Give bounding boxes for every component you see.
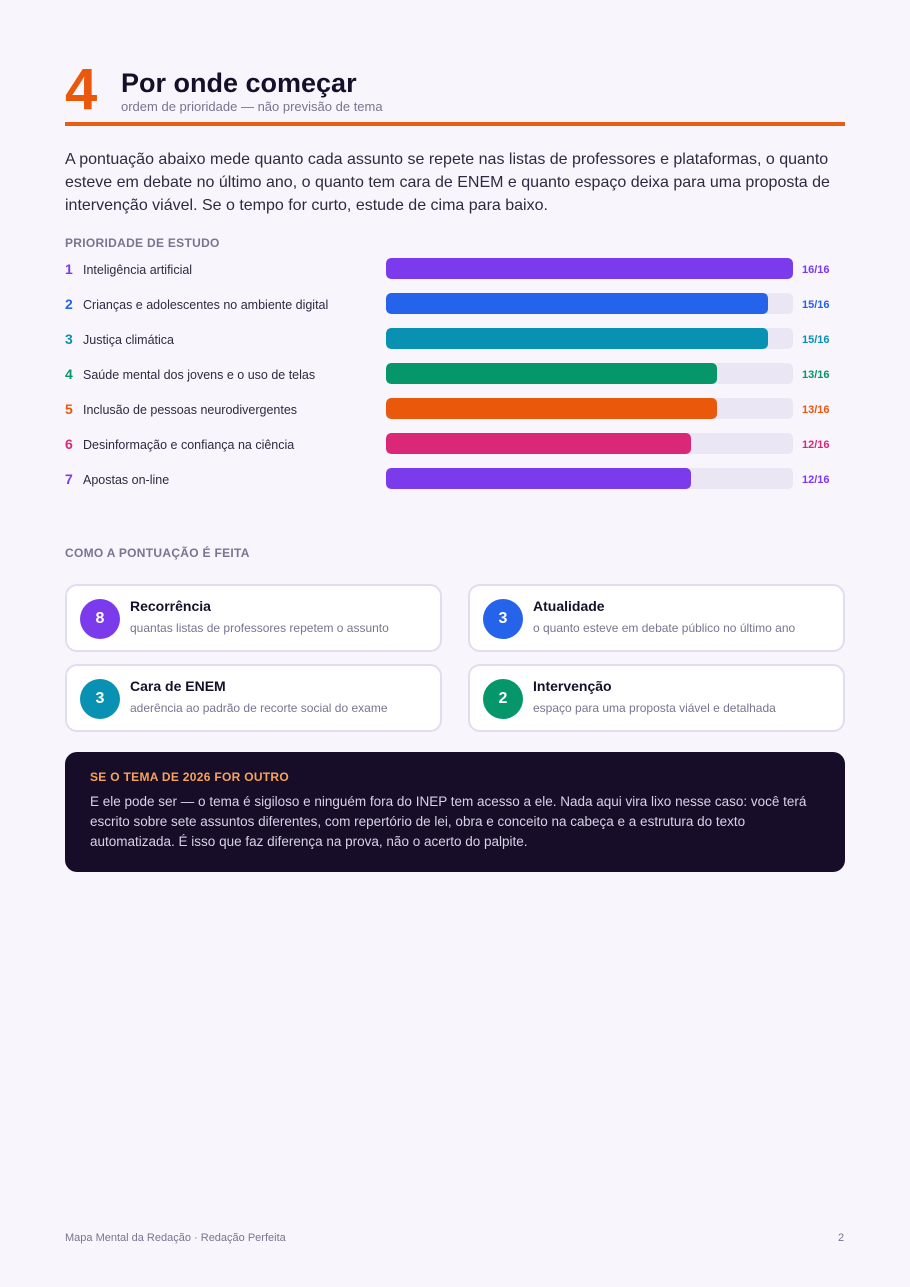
- priority-rank: 6: [65, 436, 73, 452]
- card-title: Recorrência: [130, 598, 211, 614]
- priority-rank: 5: [65, 401, 73, 417]
- priority-bar-fill: [386, 328, 768, 349]
- priority-rank: 3: [65, 331, 73, 347]
- page-title: Por onde começar: [121, 68, 357, 98]
- priority-bar-fill: [386, 363, 717, 384]
- priority-row: 4 Saúde mental dos jovens e o uso de tela…: [65, 361, 845, 396]
- card-value-badge: 3: [80, 679, 120, 719]
- priority-bar-track: [386, 293, 793, 314]
- priority-rank: 1: [65, 261, 73, 277]
- priority-topic: Crianças e adolescentes no ambiente digi…: [83, 298, 329, 312]
- scoring-card: 2 Intervenção espaço para uma proposta viá…: [468, 664, 845, 732]
- priority-bar-track: [386, 398, 793, 419]
- card-value-badge: 3: [483, 599, 523, 639]
- scoring-card: 3 Cara de ENEM aderência ao padrão de reco…: [65, 664, 442, 732]
- card-description: aderência ao padrão de recorte social do…: [130, 701, 388, 715]
- priority-score: 15/16: [802, 299, 830, 311]
- priority-topic: Inteligência artificial: [83, 263, 193, 277]
- priority-topic: Apostas on-line: [83, 473, 170, 487]
- priority-bar-track: [386, 328, 793, 349]
- priority-bar-track: [386, 258, 793, 279]
- priority-rank: 2: [65, 296, 73, 312]
- priority-bar-fill: [386, 468, 692, 489]
- priority-bar-fill: [386, 293, 768, 314]
- priority-row: 5 Inclusão de pessoas neurodivergentes 13/…: [65, 396, 845, 431]
- priority-bar-fill: [386, 433, 692, 454]
- priority-topic: Desinformação e confiança na ciência: [83, 438, 295, 452]
- card-description: quantas listas de professores repetem o …: [130, 621, 389, 635]
- section-header: 4 Por onde começar ordem de prioridade —…: [65, 57, 845, 126]
- priority-row: 3 Justiça climática 15/16: [65, 326, 845, 361]
- card-value-badge: 8: [80, 599, 120, 639]
- scoring-card: 3 Atualidade o quanto esteve em debate púb…: [468, 584, 845, 652]
- note-box: SE O TEMA DE 2026 FOR OUTRO E ele pode s…: [65, 752, 845, 872]
- footer-title: Mapa Mental da Redação · Redação Perfeit…: [65, 1232, 286, 1244]
- priority-rank: 7: [65, 471, 73, 487]
- priority-score: 15/16: [802, 334, 830, 346]
- section-number: 4: [65, 57, 98, 122]
- page-subtitle: ordem de prioridade — não previsão de te…: [121, 99, 383, 114]
- priority-topic: Saúde mental dos jovens e o uso de telas: [83, 368, 316, 382]
- priority-score: 12/16: [802, 439, 830, 451]
- card-value-badge: 2: [483, 679, 523, 719]
- note-title: SE O TEMA DE 2026 FOR OUTRO: [90, 770, 290, 784]
- priority-bar-track: [386, 468, 793, 489]
- card-title: Atualidade: [533, 598, 605, 614]
- priority-score: 13/16: [802, 369, 830, 381]
- priority-row: 7 Apostas on-line 12/16: [65, 466, 845, 501]
- priority-score: 12/16: [802, 474, 830, 486]
- priority-score: 13/16: [802, 404, 830, 416]
- note-text: E ele pode ser — o tema é sigiloso e nin…: [90, 794, 807, 849]
- intro-paragraph: A pontuação abaixo mede quanto cada assu…: [65, 151, 830, 214]
- priority-bar-fill: [386, 258, 793, 279]
- priority-score: 16/16: [802, 264, 830, 276]
- priority-row: 6 Desinformação e confiança na ciência 12/…: [65, 431, 845, 466]
- priority-bar-track: [386, 363, 793, 384]
- priority-rank: 4: [65, 366, 73, 382]
- card-title: Intervenção: [533, 678, 612, 694]
- priority-bar-fill: [386, 398, 717, 419]
- priority-topic: Justiça climática: [83, 333, 174, 347]
- priority-topic: Inclusão de pessoas neurodivergentes: [83, 403, 298, 417]
- priority-row: 2 Crianças e adolescentes no ambiente dig…: [65, 291, 845, 326]
- priority-bar-track: [386, 433, 793, 454]
- page-number: 2: [838, 1232, 845, 1244]
- card-description: espaço para uma proposta viável e detalh…: [533, 701, 776, 715]
- card-title: Cara de ENEM: [130, 678, 226, 694]
- priority-list: 1 Inteligência artificial 16/16 2 Crianças e…: [65, 256, 845, 501]
- scoring-card: 8 Recorrência quantas listas de professore…: [65, 584, 442, 652]
- priority-row: 1 Inteligência artificial 16/16: [65, 256, 845, 291]
- card-description: o quanto esteve em debate público no últ…: [533, 621, 796, 635]
- priority-label: PRIORIDADE DE ESTUDO: [65, 236, 220, 250]
- scoring-label: COMO A PONTUAÇÃO É FEITA: [65, 546, 250, 560]
